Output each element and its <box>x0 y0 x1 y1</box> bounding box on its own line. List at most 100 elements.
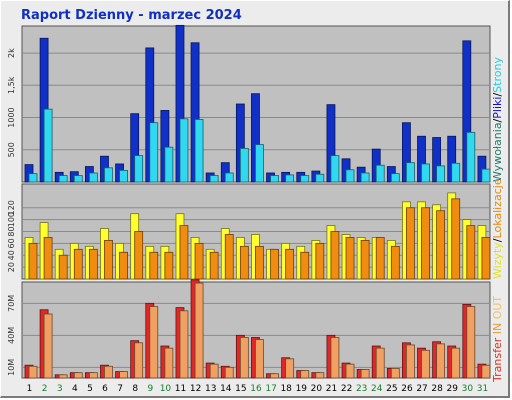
tick-label-bottom: 70M <box>7 295 16 312</box>
bar-out <box>73 372 83 379</box>
bar-out <box>194 282 204 379</box>
day-label: 29 <box>447 384 459 394</box>
bar-strony <box>285 174 295 183</box>
bar-lokalizacje <box>330 231 340 280</box>
day-label: 16 <box>250 384 262 394</box>
side-label-part: Transfer <box>491 337 504 383</box>
day-label: 1 <box>27 384 33 394</box>
bar-strony <box>134 155 144 183</box>
bar-strony <box>43 108 53 183</box>
bar-strony <box>28 173 38 183</box>
bar-out <box>224 366 234 379</box>
side-label-part: Lokalizacje <box>491 178 504 238</box>
bar-strony <box>481 168 491 183</box>
bar-lokalizacje <box>149 251 159 280</box>
day-label: 6 <box>102 384 108 394</box>
tick-label-middle: 80 <box>7 226 16 236</box>
side-label-top: Wywołania/Pliki/Strony <box>491 57 504 182</box>
side-label-part: / <box>491 93 504 97</box>
day-label: 2 <box>42 384 48 394</box>
day-label: 14 <box>220 384 232 394</box>
tick-label-bottom: 40M <box>7 327 16 344</box>
day-label: 17 <box>265 384 276 394</box>
bar-strony <box>406 162 415 183</box>
bar-lokalizacje <box>270 248 279 280</box>
day-label: 3 <box>57 384 63 394</box>
bar-strony <box>73 175 83 183</box>
day-label: 18 <box>280 384 292 394</box>
side-label-part: Wizyty <box>491 242 504 279</box>
day-label: 15 <box>235 384 246 394</box>
bar-out <box>58 374 68 379</box>
bar-out <box>406 344 415 379</box>
bar-lokalizacje <box>436 210 446 280</box>
bar-out <box>421 349 430 379</box>
day-label: 7 <box>117 384 123 394</box>
bar-strony <box>360 172 370 183</box>
bar-out <box>28 365 38 379</box>
bar-lokalizacje <box>239 245 249 280</box>
bar-lokalizacje <box>375 237 385 280</box>
bar-lokalizacje <box>345 237 355 280</box>
bar-out <box>285 358 295 379</box>
bar-strony <box>194 119 204 183</box>
tick-label-middle: 40 <box>7 250 16 260</box>
bar-strony <box>164 146 174 183</box>
day-label: 28 <box>431 384 443 394</box>
day-label: 20 <box>311 384 323 394</box>
day-label: 5 <box>87 384 93 394</box>
bar-out <box>134 342 144 379</box>
day-label: 27 <box>416 384 427 394</box>
bar-lokalizacje <box>421 207 430 280</box>
day-label: 19 <box>296 384 308 394</box>
side-label-part: Pliki <box>491 97 504 119</box>
bar-out <box>436 343 446 379</box>
bar-strony <box>239 148 249 183</box>
bar-lokalizacje <box>300 251 310 280</box>
bar-lokalizacje <box>104 240 113 280</box>
bar-lokalizacje <box>179 225 189 280</box>
bar-strony <box>88 172 98 183</box>
bar-strony <box>375 164 385 183</box>
bar-strony <box>421 163 430 183</box>
bar-strony <box>315 173 325 183</box>
bar-out <box>360 369 370 379</box>
bar-lokalizacje <box>451 198 461 280</box>
day-label: 8 <box>132 384 138 394</box>
side-label-part: Strony <box>491 57 504 93</box>
bar-out <box>345 363 355 379</box>
bar-lokalizacje <box>209 251 219 280</box>
bar-strony <box>149 122 159 183</box>
bar-strony <box>466 131 476 183</box>
day-label: 25 <box>386 384 397 394</box>
bar-lokalizacje <box>481 237 491 280</box>
tick-label-top: 2k <box>7 48 16 58</box>
tick-label-bottom: 10M <box>7 359 16 376</box>
day-label: 10 <box>160 384 172 394</box>
day-label: 24 <box>371 384 383 394</box>
bar-out <box>390 367 400 379</box>
bar-out <box>149 306 159 379</box>
day-label: 26 <box>401 384 413 394</box>
bar-strony <box>451 162 461 183</box>
bar-lokalizacje <box>315 242 325 280</box>
bar-lokalizacje <box>119 251 128 280</box>
chart-title: Raport Dzienny - marzec 2024 <box>21 8 242 23</box>
day-label: 23 <box>356 384 367 394</box>
bar-lokalizacje <box>466 225 476 280</box>
bar-lokalizacje <box>164 251 174 280</box>
tick-label-middle: 20 <box>7 262 16 272</box>
bar-strony <box>270 175 279 183</box>
bar-out <box>239 337 249 379</box>
bar-strony <box>345 169 355 183</box>
bar-strony <box>390 173 400 183</box>
bar-lokalizacje <box>285 248 295 280</box>
tick-label-middle: 100 <box>7 212 16 227</box>
bar-out <box>330 337 340 379</box>
bar-lokalizacje <box>43 237 53 280</box>
bar-lokalizacje <box>360 240 370 280</box>
bar-strony <box>330 155 340 183</box>
tick-label-middle: 120 <box>7 200 16 215</box>
side-label-middle: Wizyty/Lokalizacje <box>491 178 504 279</box>
side-label-part: IN <box>491 323 504 338</box>
